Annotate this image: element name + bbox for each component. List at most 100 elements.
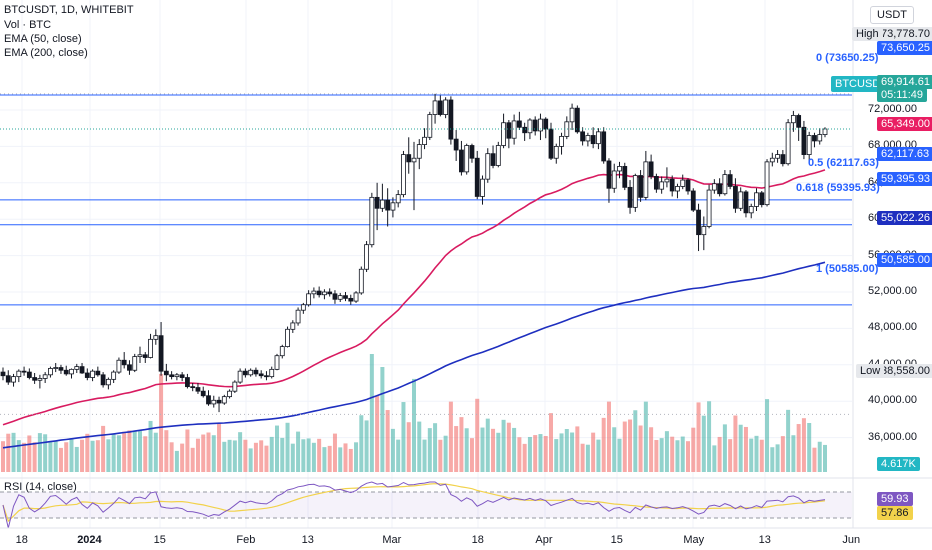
rsi-value-tag: 59.93 — [877, 492, 913, 506]
symbol-legend[interactable]: BTCUSDT, 1D, WHITEBIT — [4, 4, 134, 16]
ticker-tag: BTCUSDT — [831, 76, 891, 92]
low-label-tag: Low — [856, 364, 885, 378]
volume-bar — [765, 399, 770, 472]
candle-body — [711, 183, 717, 191]
candle-body — [132, 356, 138, 371]
volume-bar — [464, 428, 469, 472]
candle-body — [42, 374, 48, 379]
volume-tag: 4.617K — [877, 457, 920, 471]
candle-body — [16, 370, 22, 378]
volume-bar — [222, 441, 227, 472]
candle-body — [680, 179, 686, 187]
candle-body — [232, 381, 238, 392]
candle-body — [448, 99, 454, 140]
volume-bar — [527, 436, 532, 472]
fibonacci-levels — [0, 94, 852, 306]
x-tick-label: Feb — [236, 534, 256, 546]
volume-bar — [243, 439, 248, 472]
volume-bar — [554, 439, 559, 472]
candle-body — [374, 196, 380, 209]
volume-bar — [259, 440, 264, 472]
fib05-price-tag: 62,117.63 — [877, 147, 932, 161]
volume-bar — [159, 374, 164, 472]
volume-bar — [217, 423, 222, 472]
candle-body — [627, 186, 633, 208]
volume-bar — [101, 425, 106, 472]
candle-body — [169, 374, 175, 378]
volume-bar — [280, 437, 285, 472]
candle-body — [437, 100, 443, 115]
volume-bar — [759, 439, 764, 472]
candle-body — [764, 161, 770, 206]
high-price-tag: 73,778.70 — [877, 27, 932, 41]
volume-bar — [638, 425, 643, 472]
volume-bar — [16, 440, 21, 472]
ema50-legend[interactable]: EMA (50, close) — [4, 33, 82, 45]
volume-bar — [195, 438, 200, 472]
candle-body — [490, 153, 496, 166]
volume-bar — [369, 354, 374, 472]
candle-body — [432, 100, 438, 115]
x-tick-label: 2024 — [77, 534, 102, 546]
candle-body — [390, 202, 396, 211]
volume-bar — [22, 442, 27, 472]
volume-bar — [512, 427, 517, 472]
rsi-line — [2, 481, 826, 529]
candle-body — [574, 107, 580, 133]
candle-body — [685, 179, 691, 192]
y-tick-label: 72,000.00 — [868, 103, 917, 115]
volume-bar — [591, 432, 596, 472]
candle-body — [364, 244, 369, 270]
volume-bar — [127, 430, 132, 472]
x-tick-label: May — [683, 534, 705, 546]
currency-selector[interactable]: USDT — [870, 6, 914, 24]
volume-bar — [11, 432, 16, 472]
candle-body — [337, 295, 343, 300]
volume-bar — [433, 423, 438, 472]
candle-body — [137, 354, 143, 358]
candle-body — [748, 206, 754, 214]
candle-body — [369, 196, 375, 246]
candle-body — [206, 395, 211, 405]
volume-bar — [227, 439, 232, 472]
candle-body — [274, 355, 280, 370]
volume-bar — [675, 440, 680, 472]
volume-bar — [807, 423, 812, 472]
candlesticks — [0, 93, 852, 415]
volume-bar — [348, 448, 353, 472]
volume-bar — [264, 445, 269, 472]
ema200-legend[interactable]: EMA (200, close) — [4, 47, 88, 59]
candle-body — [474, 157, 480, 197]
candle-body — [200, 390, 206, 397]
x-tick-label: 18 — [15, 534, 28, 546]
candle-body — [285, 328, 290, 347]
candle-body — [158, 335, 164, 372]
volume-legend[interactable]: Vol · BTC — [4, 19, 52, 31]
candle-body — [248, 369, 254, 376]
volume-bar — [37, 433, 42, 472]
volume-bar — [743, 426, 748, 472]
candle-body — [606, 160, 612, 189]
y-tick-label: 52,000.00 — [868, 285, 917, 297]
countdown-tag: 05:11:49 — [877, 88, 928, 102]
rsi-legend[interactable]: RSI (14, close) — [4, 481, 77, 493]
candle-body — [543, 118, 549, 130]
candle-body — [790, 115, 796, 124]
candle-body — [622, 166, 628, 188]
volume-bar — [596, 439, 601, 472]
candle-body — [485, 153, 491, 180]
rsi-band — [0, 492, 852, 518]
candle-body — [11, 376, 16, 383]
volume-bar — [180, 443, 185, 472]
volume-bar — [796, 424, 801, 472]
last-price-tag: 69,914.61 — [877, 75, 932, 89]
volume-bar — [90, 440, 95, 472]
volume-bar — [95, 440, 100, 472]
volume-bar — [570, 432, 575, 472]
volume-bar — [401, 402, 406, 472]
volume-bar — [780, 436, 785, 472]
y-tick-label: 48,000.00 — [868, 321, 917, 334]
volume-bar — [311, 442, 316, 472]
volume-bar — [438, 439, 443, 472]
